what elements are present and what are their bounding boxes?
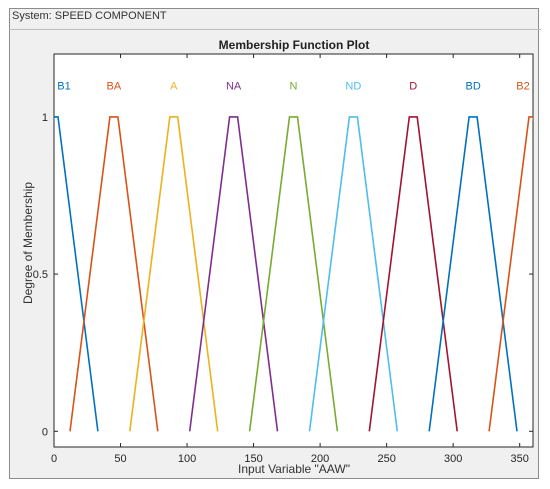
series-label-b2: B2 — [516, 80, 529, 92]
y-axis-label: Degree of Membership — [21, 182, 35, 304]
series-group — [54, 116, 533, 432]
x-tick-label: 150 — [244, 453, 262, 465]
header-divider — [9, 29, 541, 30]
chart-title: Membership Function Plot — [219, 38, 370, 52]
series-line-nd — [308, 116, 399, 432]
y-tick-label: 1 — [42, 112, 48, 124]
x-axis-label: Input Variable "AAW" — [238, 462, 350, 476]
y-tick-label: 0 — [42, 426, 48, 438]
x-tick-label: 0 — [51, 453, 57, 465]
series-line-bd — [428, 116, 518, 432]
series-line-ba — [69, 116, 159, 432]
series-label-na: NA — [226, 80, 242, 92]
series-line-a — [129, 116, 219, 432]
x-tick-label: 200 — [311, 453, 329, 465]
series-line-na — [188, 116, 279, 432]
x-tick-label: 50 — [114, 453, 126, 465]
series-label-d: D — [409, 80, 417, 92]
series-label-a: A — [170, 80, 178, 92]
series-label-bd: BD — [465, 80, 480, 92]
series-label-b1: B1 — [57, 80, 70, 92]
x-tick-label: 300 — [444, 453, 462, 465]
x-tick-label: 250 — [377, 453, 395, 465]
series-label-ba: BA — [107, 80, 122, 92]
series-line-n — [248, 116, 339, 432]
x-tick-label: 100 — [178, 453, 196, 465]
series-line-d — [368, 116, 458, 432]
y-tick-label: 0.5 — [33, 269, 48, 281]
series-line-b2 — [488, 116, 533, 432]
x-tick-label: 350 — [511, 453, 529, 465]
system-label: System: SPEED COMPONENT — [12, 10, 167, 22]
plot-area — [53, 53, 534, 448]
series-label-nd: ND — [345, 80, 361, 92]
series-line-b1 — [54, 116, 99, 432]
series-label-n: N — [290, 80, 298, 92]
